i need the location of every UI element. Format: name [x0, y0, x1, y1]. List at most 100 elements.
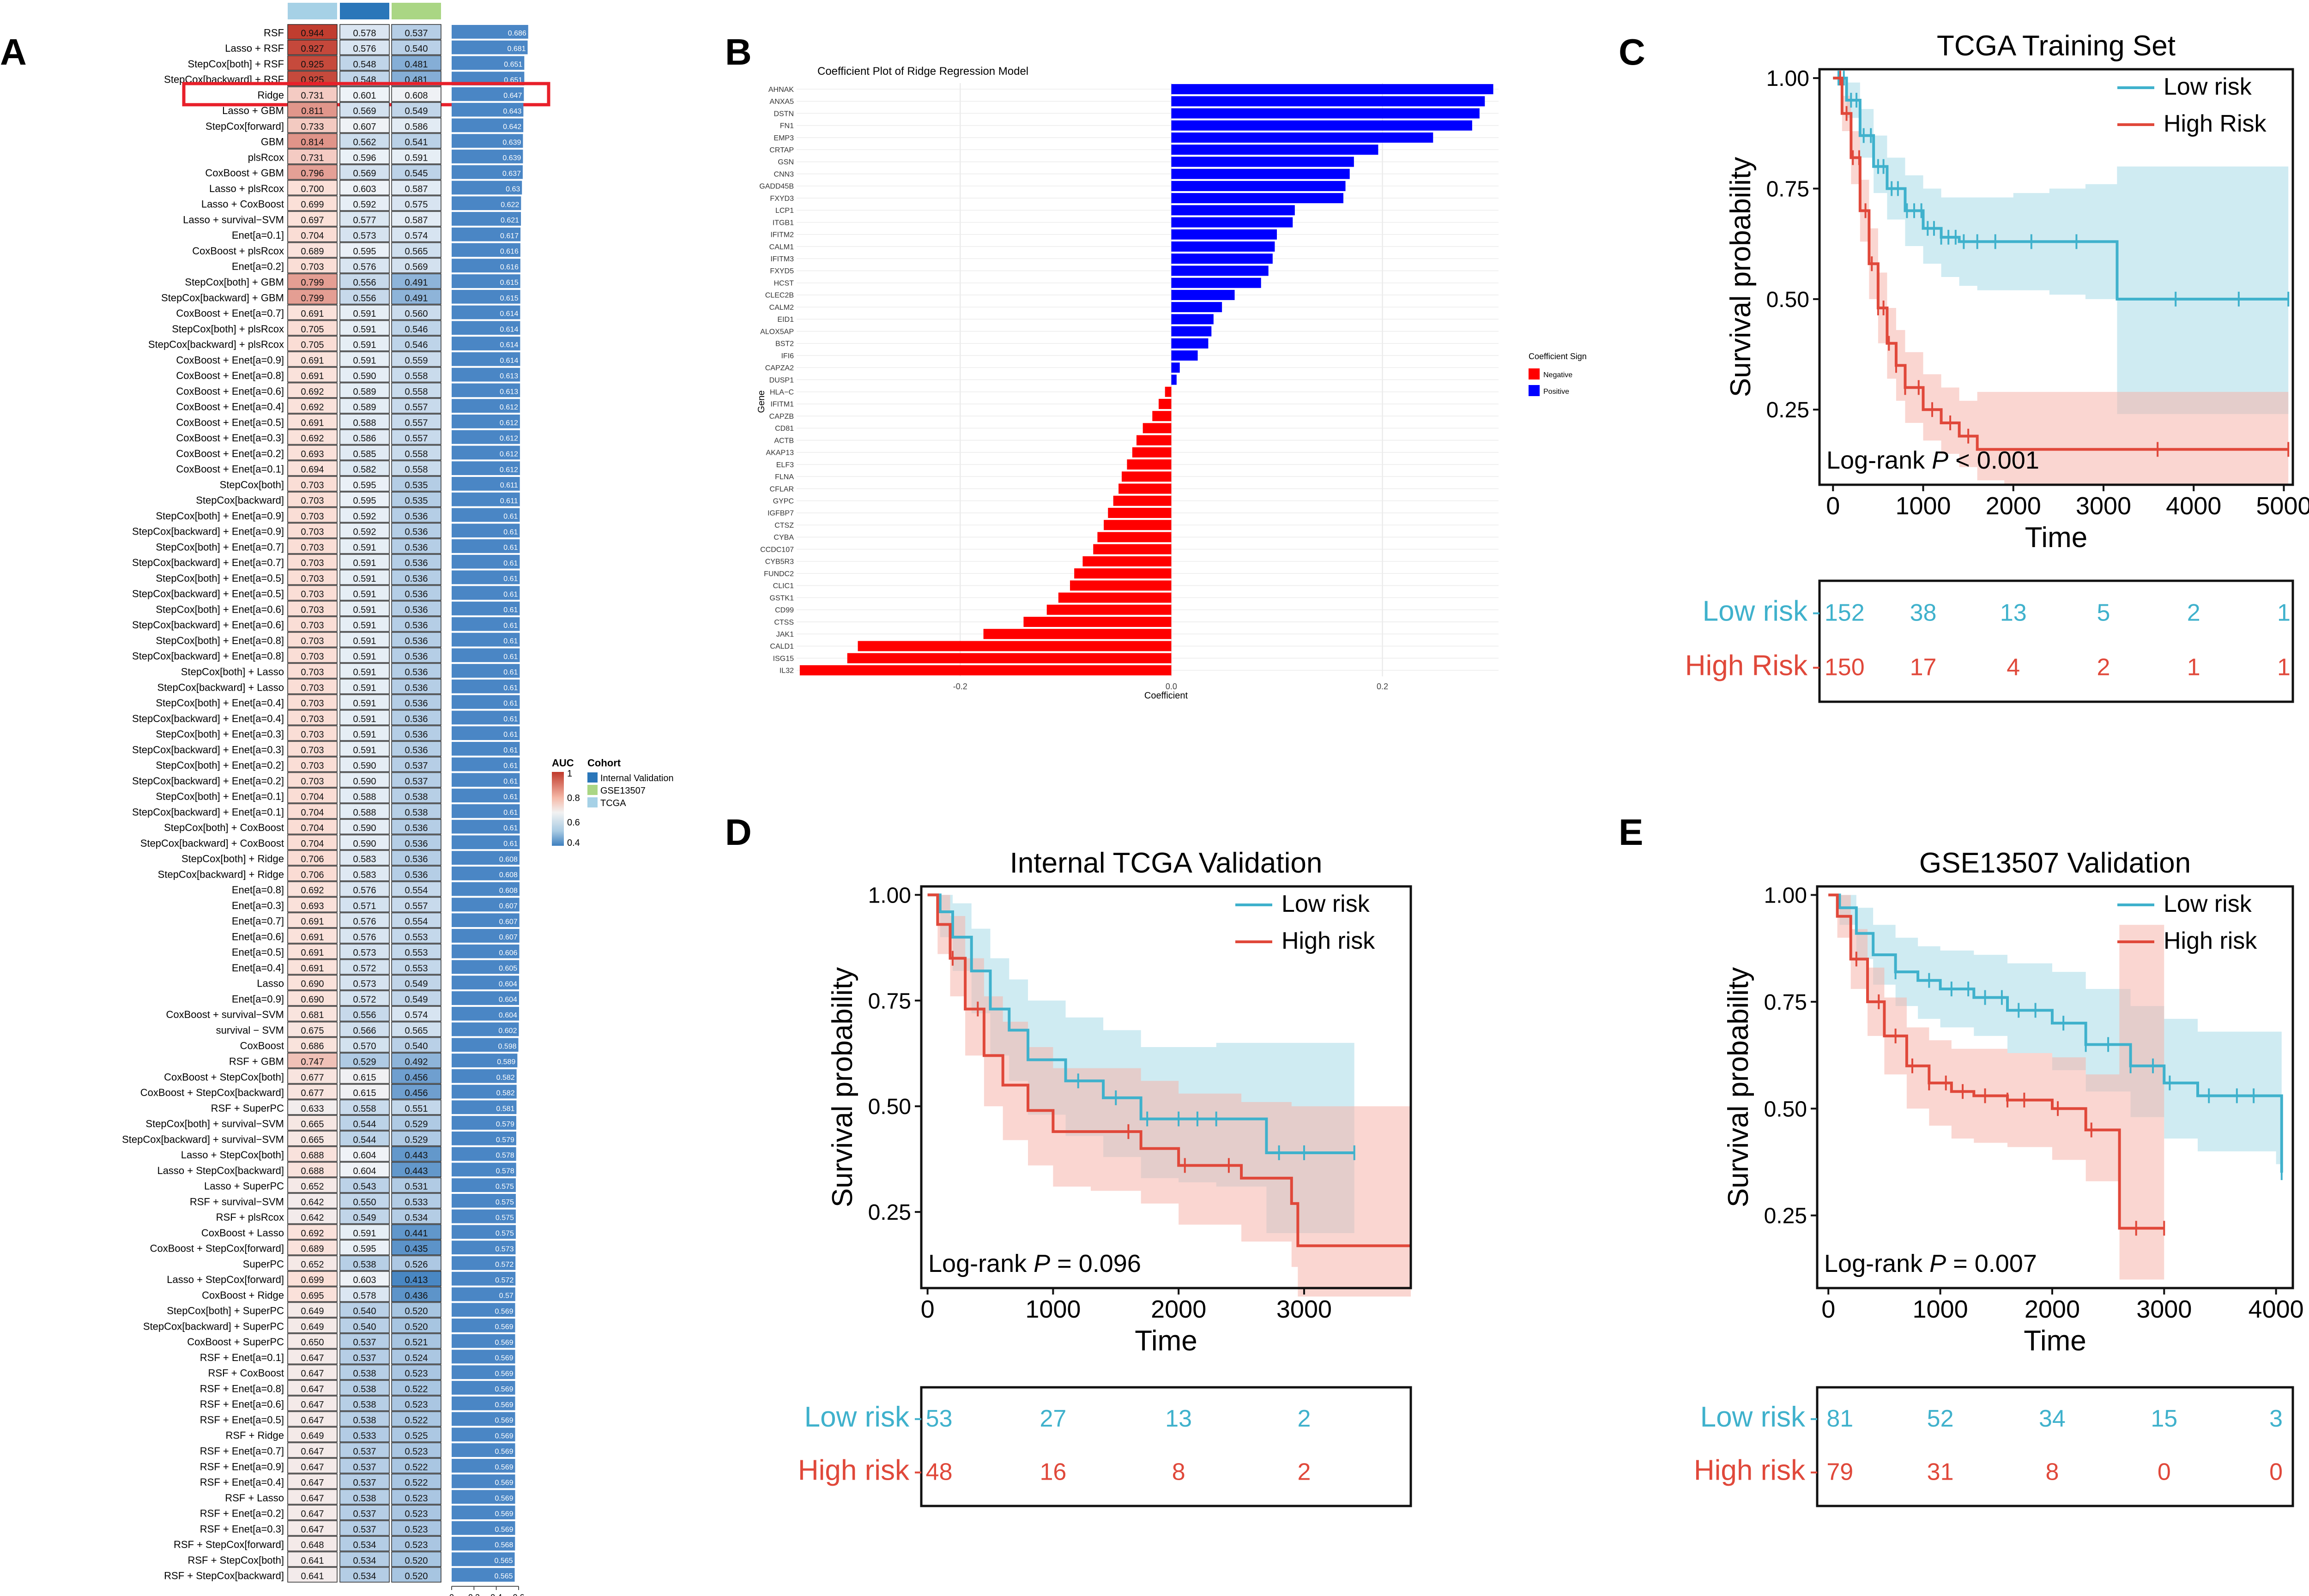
heatmap-cell	[339, 382, 390, 398]
heatmap-cell	[339, 227, 390, 242]
mean-auc-bar	[452, 570, 520, 584]
heatmap-cell	[339, 1458, 390, 1474]
heatmap-cell	[339, 1505, 390, 1520]
risk-count: 27	[1040, 1405, 1066, 1432]
coefficient-bar	[1165, 386, 1172, 397]
mean-auc-bar	[452, 1225, 516, 1239]
heatmap-cell	[287, 741, 338, 757]
cell-value: 0.588	[353, 792, 376, 802]
cell-value: 0.703	[301, 745, 324, 755]
heatmap-cell	[339, 258, 390, 273]
mean-auc-label: 0.582	[496, 1090, 515, 1097]
heatmap-cell	[391, 336, 441, 351]
heatmap-cell	[287, 912, 338, 928]
legend-label: High risk	[2164, 927, 2257, 954]
risk-count: 81	[1826, 1405, 1853, 1432]
cell-value: 0.534	[405, 1213, 428, 1223]
mean-auc-bar	[452, 305, 520, 319]
y-axis-label: Survival probability	[1725, 157, 1757, 397]
mean-auc-bar	[452, 337, 520, 350]
mean-auc-bar	[452, 804, 520, 818]
heatmap-cell	[391, 1349, 441, 1365]
row-label: StepCox[backward] + survival−SVM	[122, 1133, 284, 1145]
cell-value: 0.647	[301, 1446, 324, 1457]
gene-label: GYPC	[773, 498, 794, 506]
mean-auc-bar	[452, 1490, 515, 1504]
mean-auc-bar	[452, 1100, 517, 1114]
cell-value: 0.647	[301, 1400, 324, 1410]
row-label: RSF + Enet[a=0.2]	[200, 1508, 284, 1519]
mean-auc-bar	[452, 1162, 516, 1177]
heatmap-cell	[391, 1286, 441, 1302]
auc-legend-tick: 1	[567, 769, 572, 779]
cell-value: 0.649	[301, 1307, 324, 1317]
mean-auc-bar	[452, 648, 520, 662]
row-label: StepCox[backward] + Enet[a=0.7]	[132, 557, 284, 568]
coefficient-bar	[1127, 459, 1172, 470]
heatmap-cell	[287, 1302, 338, 1318]
mean-auc-label: 0.604	[499, 1012, 517, 1019]
x-tick-label: 0.0	[1166, 682, 1177, 691]
mean-auc-bar	[452, 867, 520, 880]
cell-value: 0.537	[405, 761, 428, 771]
cell-value: 0.525	[405, 1431, 428, 1441]
coefficient-bar	[1171, 108, 1480, 119]
row-label: Enet[a=0.2]	[232, 261, 284, 272]
mean-auc-label: 0.61	[503, 653, 518, 661]
mean-auc-bar	[452, 1178, 516, 1192]
row-label: StepCox[both] + Enet[a=0.2]	[156, 759, 284, 771]
heatmap-cell	[391, 647, 441, 663]
heatmap-cell	[287, 1427, 338, 1442]
cell-value: 0.536	[405, 745, 428, 755]
cell-value: 0.703	[301, 590, 324, 600]
mean-auc-bar	[452, 789, 520, 802]
heatmap-cell	[287, 102, 338, 118]
gene-label: CAPZB	[769, 413, 794, 421]
mean-auc-label: 0.569	[495, 1355, 513, 1362]
heatmap-cell	[287, 1567, 338, 1583]
coefficient-bar	[1058, 592, 1172, 603]
heatmap-cell	[391, 1115, 441, 1131]
row-label: StepCox[backward] + GBM	[161, 292, 284, 303]
mean-auc-bar	[452, 508, 520, 522]
mean-auc-label: 0.611	[500, 497, 518, 505]
heatmap-cell	[391, 788, 441, 803]
heatmap-cell	[287, 195, 338, 211]
heatmap-cell	[287, 289, 338, 305]
mean-auc-label: 0.637	[502, 170, 521, 178]
cell-value: 0.538	[405, 792, 428, 802]
gene-label: IFITM1	[770, 401, 794, 409]
heatmap-cell	[391, 1146, 441, 1162]
gene-label: CNN3	[774, 170, 794, 178]
heatmap-cell	[339, 1224, 390, 1240]
row-label: Enet[a=0.1]	[232, 229, 284, 241]
cell-value: 0.549	[353, 1213, 376, 1223]
heatmap-cell	[287, 1162, 338, 1177]
mean-auc-label: 0.612	[500, 466, 518, 474]
heatmap-cell	[391, 538, 441, 554]
cell-value: 0.536	[405, 636, 428, 646]
heatmap-cell	[339, 86, 390, 102]
cell-value: 0.549	[405, 979, 428, 989]
heatmap-cell	[391, 1505, 441, 1520]
coefficient-bar	[1171, 338, 1209, 349]
cell-value: 0.691	[301, 948, 324, 958]
mean-auc-label: 0.61	[503, 762, 518, 770]
cell-value: 0.703	[301, 558, 324, 568]
coefficient-bar	[1171, 120, 1472, 131]
risk-count: 16	[1040, 1458, 1066, 1485]
cell-value: 0.531	[405, 1182, 428, 1192]
heatmap-cell	[339, 1084, 390, 1100]
mean-auc-label: 0.615	[500, 295, 519, 302]
mean-auc-bar	[452, 1256, 516, 1270]
risk-count: 8	[2045, 1458, 2059, 1485]
logrank-value: = 0.007	[1946, 1250, 2037, 1277]
heatmap-cell	[339, 912, 390, 928]
cell-value: 0.576	[353, 917, 376, 927]
cell-value: 0.558	[353, 1104, 376, 1114]
cell-value: 0.535	[405, 496, 428, 506]
cell-value: 0.796	[301, 169, 324, 179]
mean-auc-label: 0.614	[500, 357, 518, 365]
cell-value: 0.692	[301, 1229, 324, 1239]
heatmap-cell	[391, 445, 441, 461]
